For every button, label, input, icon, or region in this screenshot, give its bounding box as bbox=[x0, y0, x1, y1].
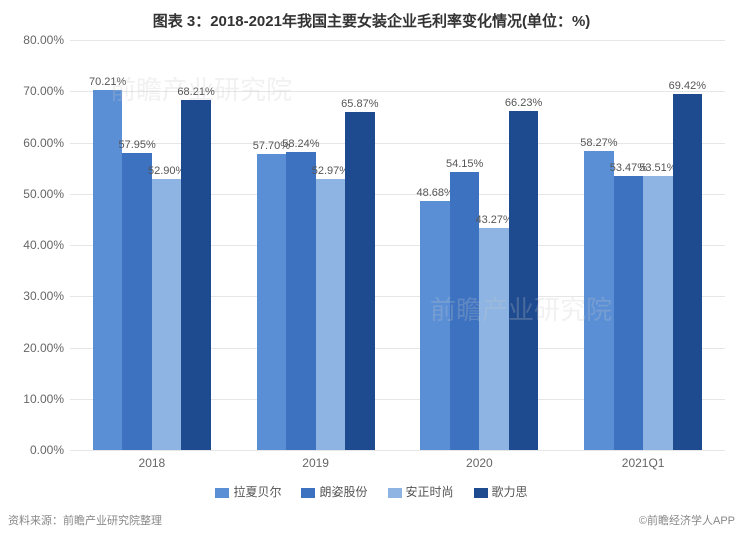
copyright-note: ©前瞻经济学人APP bbox=[639, 512, 735, 528]
bar-value-label: 48.68% bbox=[417, 187, 454, 199]
bar-value-label: 58.24% bbox=[282, 138, 319, 150]
bar-value-label: 53.51% bbox=[639, 162, 676, 174]
source-note: 资料来源：前瞻产业研究院整理 bbox=[8, 512, 162, 528]
bar: 52.90% bbox=[152, 179, 181, 450]
legend-label: 安正时尚 bbox=[406, 485, 454, 499]
chart-area: 0.00%10.00%20.00%30.00%40.00%50.00%60.00… bbox=[70, 40, 725, 450]
y-axis-label: 40.00% bbox=[23, 238, 64, 252]
y-axis-label: 10.00% bbox=[23, 392, 64, 406]
bar-value-label: 57.95% bbox=[118, 139, 155, 151]
legend-label: 歌力思 bbox=[492, 485, 528, 499]
y-axis-label: 20.00% bbox=[23, 341, 64, 355]
bar: 58.27% bbox=[584, 151, 613, 450]
bar-value-label: 68.21% bbox=[177, 86, 214, 98]
legend-item: 安正时尚 bbox=[388, 483, 454, 500]
bar: 52.97% bbox=[316, 179, 345, 450]
bar: 65.87% bbox=[345, 112, 374, 450]
bar-value-label: 52.97% bbox=[312, 165, 349, 177]
bar-value-label: 52.90% bbox=[148, 165, 185, 177]
legend-swatch bbox=[388, 488, 402, 498]
gridline bbox=[70, 450, 725, 451]
bar: 43.27% bbox=[479, 228, 508, 450]
bar: 57.95% bbox=[122, 153, 151, 450]
bar: 66.23% bbox=[509, 111, 538, 450]
bar: 57.70% bbox=[257, 154, 286, 450]
bar: 53.51% bbox=[643, 176, 672, 450]
category-group: 58.27%53.47%53.51%69.42%2021Q1 bbox=[561, 40, 725, 450]
bar: 68.21% bbox=[181, 100, 210, 450]
legend-item: 拉夏贝尔 bbox=[215, 483, 281, 500]
bar-value-label: 58.27% bbox=[580, 137, 617, 149]
bar: 53.47% bbox=[614, 176, 643, 450]
legend-label: 拉夏贝尔 bbox=[233, 485, 281, 499]
x-axis-label: 2020 bbox=[466, 456, 493, 470]
category-group: 57.70%58.24%52.97%65.87%2019 bbox=[234, 40, 398, 450]
y-axis-label: 0.00% bbox=[30, 443, 64, 457]
legend-swatch bbox=[215, 488, 229, 498]
legend-item: 朗姿股份 bbox=[301, 483, 367, 500]
x-axis-label: 2018 bbox=[139, 456, 166, 470]
y-axis-label: 30.00% bbox=[23, 289, 64, 303]
y-axis-label: 70.00% bbox=[23, 84, 64, 98]
category-group: 70.21%57.95%52.90%68.21%2018 bbox=[70, 40, 234, 450]
bar-value-label: 54.15% bbox=[446, 158, 483, 170]
bar-value-label: 65.87% bbox=[341, 98, 378, 110]
y-axis-label: 80.00% bbox=[23, 33, 64, 47]
y-axis-label: 60.00% bbox=[23, 136, 64, 150]
legend-swatch bbox=[474, 488, 488, 498]
bar: 48.68% bbox=[420, 201, 449, 450]
legend-swatch bbox=[301, 488, 315, 498]
y-axis-label: 50.00% bbox=[23, 187, 64, 201]
chart-title: 图表 3：2018-2021年我国主要女装企业毛利率变化情况(单位：%) bbox=[0, 0, 743, 31]
legend: 拉夏贝尔 朗姿股份 安正时尚 歌力思 bbox=[0, 483, 743, 500]
bar-value-label: 66.23% bbox=[505, 97, 542, 109]
legend-item: 歌力思 bbox=[474, 483, 528, 500]
x-axis-label: 2019 bbox=[302, 456, 329, 470]
bar: 69.42% bbox=[673, 94, 702, 450]
bar-value-label: 43.27% bbox=[475, 214, 512, 226]
bar-value-label: 70.21% bbox=[89, 76, 126, 88]
bar-value-label: 69.42% bbox=[669, 80, 706, 92]
legend-label: 朗姿股份 bbox=[319, 485, 367, 499]
plot-area: 0.00%10.00%20.00%30.00%40.00%50.00%60.00… bbox=[70, 40, 725, 450]
x-axis-label: 2021Q1 bbox=[622, 456, 665, 470]
bar: 58.24% bbox=[286, 152, 315, 450]
category-group: 48.68%54.15%43.27%66.23%2020 bbox=[398, 40, 562, 450]
